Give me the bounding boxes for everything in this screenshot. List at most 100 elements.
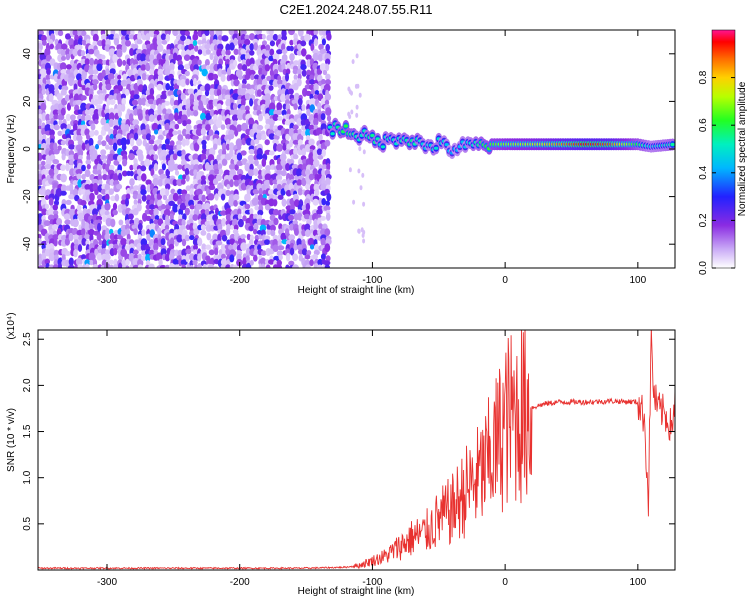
spectrogram-noise-cell <box>148 223 156 232</box>
spectrogram-noise-cell <box>305 184 312 190</box>
spectrogram-noise-cell <box>93 30 99 36</box>
spectrogram-noise-cell <box>129 137 135 147</box>
spectrogram-noise-cell <box>137 264 143 268</box>
spectrogram-noise-cell <box>312 253 318 260</box>
spectrogram-noise-cell <box>104 210 110 216</box>
spectrogram-noise-cell <box>39 68 47 76</box>
spectrogram-noise-cell <box>72 218 79 228</box>
spectrogram-noise-cell <box>120 79 128 87</box>
spectrogram-noise-cell <box>289 247 295 256</box>
spectrogram-noise-cell <box>245 105 250 112</box>
spectrogram-noise-cell <box>141 229 146 237</box>
spectrogram-noise-cell <box>133 108 138 116</box>
spectrogram-noise-cell <box>220 74 226 82</box>
spectrogram-noise-cell <box>268 30 274 36</box>
spectrogram-noise-cell <box>276 49 283 55</box>
spectrogram-noise-cell <box>57 114 65 121</box>
spectrogram-noise-cell <box>192 259 198 266</box>
spectrogram-noise-cell <box>145 33 151 42</box>
spectrogram-noise-cell <box>268 102 276 112</box>
spectrogram-noise-cell <box>250 74 255 81</box>
spectrogram-noise-cell <box>249 50 255 56</box>
spectrogram-noise-cell <box>292 154 299 160</box>
spectrogram-noise-cell <box>133 217 140 227</box>
spectrogram-noise-cell <box>95 143 99 150</box>
spectrogram-noise-cell <box>165 83 170 91</box>
spectrogram-noise-cell <box>221 217 227 227</box>
spectrogram-noise-cell <box>149 88 155 96</box>
spectrogram-noise-cell <box>293 124 299 130</box>
spectrogram-noise-cell <box>72 30 78 36</box>
spectrogram-noise-cell <box>176 140 182 147</box>
spectrogram-noise-cell <box>73 234 79 241</box>
spectrogram-noise-cell <box>268 133 275 140</box>
spectrogram-noise-cell <box>348 114 352 120</box>
spectrogram-noise-cell <box>296 179 303 187</box>
spectrogram-noise-cell <box>54 30 59 36</box>
spectrogram-noise-cell <box>164 253 171 262</box>
spectrogram-noise-cell <box>112 264 119 268</box>
spectrogram-noise-cell <box>288 88 294 95</box>
spectrogram-noise-cell <box>101 33 107 41</box>
spectrogram-noise-cell <box>57 145 62 151</box>
spectrogram-noise-cell <box>118 84 123 92</box>
spectrogram-noise-cell <box>205 49 211 55</box>
spectrogram-noise-cell <box>209 53 214 60</box>
spectrogram-noise-cell <box>310 30 315 36</box>
spectrogram-noise-cell <box>178 208 184 216</box>
spectrogram-noise-cell <box>149 204 156 210</box>
spectrogram-noise-cell <box>304 254 311 260</box>
spectrogram-noise-cell <box>63 213 71 221</box>
x-tick-label: -200 <box>230 577 250 588</box>
spectrogram-noise-cell <box>325 212 331 221</box>
spectrogram-noise-cell <box>195 128 203 137</box>
spectrogram-noise-cell <box>170 188 176 195</box>
spectrogram-noise-cell <box>228 163 236 170</box>
spectrogram-noise-cell <box>41 160 46 166</box>
spectrogram-noise-cell <box>61 153 66 161</box>
spectrogram-noise-cell <box>155 252 163 261</box>
spectrogram-noise-cell <box>268 34 275 42</box>
spectrogram-noise-cell <box>263 179 271 186</box>
spectrogram-noise-cell <box>184 70 190 77</box>
spectrogram-noise-cell <box>172 130 178 136</box>
spectrogram-noise-cell <box>193 228 200 236</box>
spectrogram-noise-cell <box>38 118 42 126</box>
spectrogram-noise-cell <box>249 259 254 266</box>
spectrogram-noise-cell <box>276 183 282 191</box>
spectrogram-noise-cell <box>323 205 331 211</box>
spectrogram-noise-cell <box>324 264 330 268</box>
spectrogram-noise-cell <box>305 264 311 268</box>
spectrogram-noise-cell <box>75 99 83 105</box>
spectrogram-noise-cell <box>304 229 311 238</box>
spectrogram-noise-cell <box>41 208 48 216</box>
snr-panel: -300 -200 -100 0 100 0.5 1.0 1.5 2.0 2.5 Height … <box>6 312 676 597</box>
colorbar-tick-label: 0.4 <box>698 165 709 179</box>
spectrogram-noise-cell <box>105 79 112 86</box>
spectrogram-noise-cell <box>140 165 147 172</box>
spectrogram-noise-cell <box>138 60 143 66</box>
spectrogram-noise-cell <box>280 232 287 241</box>
spectrogram-noise-cell <box>76 44 83 51</box>
spectrogram-noise-cell <box>120 238 127 246</box>
spectrogram-noise-cell <box>239 88 247 96</box>
spectrogram-noise-cell <box>44 124 52 133</box>
spectrogram-noise-cell <box>321 198 327 206</box>
colorbar-tick-label: 0.2 <box>698 213 709 227</box>
spectrogram-noise-cell <box>241 122 248 132</box>
spectrogram-noise-cell <box>240 150 247 156</box>
spectrogram-noise-cell <box>104 233 110 241</box>
spectrogram-noise-cell <box>257 164 263 170</box>
spectrogram-noise-cell <box>288 30 295 36</box>
spectrogram-noise-cell <box>260 250 267 256</box>
spectrogram-noise-cell <box>277 115 283 121</box>
spectrogram-noise-cell <box>141 89 147 96</box>
spectrogram-noise-cell <box>276 264 283 268</box>
spectrogram-noise-cell <box>184 30 190 37</box>
spectrogram-noise-cell <box>65 199 72 205</box>
spectrogram-noise-cell <box>159 264 167 268</box>
spectrogram-noise-cell <box>277 245 285 251</box>
spectrogram-noise-cell <box>289 53 295 62</box>
spectrogram-noise-cell <box>60 107 66 116</box>
spectrogram-noise-cell <box>272 53 280 61</box>
